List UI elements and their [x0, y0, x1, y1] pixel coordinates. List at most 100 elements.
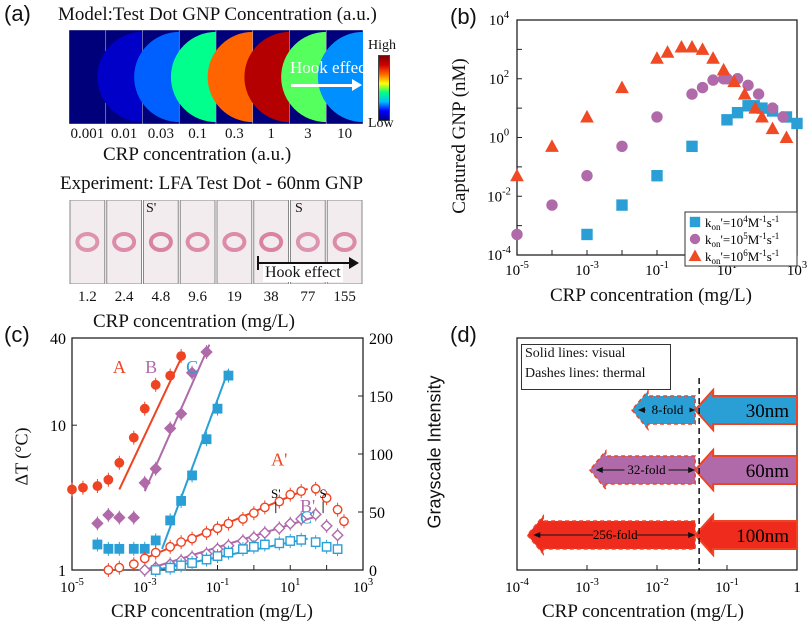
- b-legend-marker-2: [688, 249, 702, 261]
- exp-tick-3: 9.6: [188, 289, 207, 305]
- d-fold-bg-2: [593, 526, 638, 542]
- d-fold-head-right-0: [688, 407, 696, 413]
- c-series-2-point-5: [150, 535, 161, 546]
- experiment-title: Experiment: LFA Test Dot - 60nm GNP: [60, 173, 364, 194]
- b-series-0-point-3: [686, 140, 698, 153]
- c-series-4-point-13: [295, 512, 308, 526]
- b-xtick-0: 10-5: [505, 260, 529, 279]
- b-series-2-point-10: [716, 62, 731, 76]
- b-series-2-point-8: [695, 42, 710, 55]
- c-ytick-right-0: 0: [369, 563, 377, 580]
- c-series-3-point-11: [238, 514, 248, 524]
- model-tick-6: 3: [304, 126, 312, 142]
- colorbar-high-label: High: [368, 38, 396, 53]
- experiment-strip: [69, 200, 363, 284]
- b-series-0-point-2: [651, 170, 663, 182]
- c-series-2-fit: [161, 369, 230, 550]
- b-ytick-3: 102: [489, 69, 509, 88]
- c-series-3-point-7: [187, 533, 197, 544]
- c-xtick-4: 103: [353, 577, 373, 596]
- exp-dot-2: [148, 232, 173, 252]
- b-series-2-point-15: [765, 121, 780, 135]
- c-series-3-point-17: [310, 483, 321, 494]
- c-ytick-left-0: 1: [58, 563, 66, 580]
- model-tick-4: 0.3: [225, 126, 244, 142]
- c-series-1-point-6: [163, 422, 177, 435]
- c-series-4-point-3: [174, 554, 188, 567]
- panel-a-label: (a): [4, 1, 31, 26]
- model-heatmap: [69, 30, 363, 124]
- c-series-3-point-13: [259, 502, 270, 513]
- c-series-2-point-3: [128, 543, 139, 554]
- exp-mark-s: S: [295, 201, 303, 216]
- d-bar-thermal-2: [526, 513, 696, 557]
- b-series-1-point-3: [616, 140, 628, 153]
- exp-tick-5: 38: [263, 289, 279, 305]
- c-series-3-fit: [144, 487, 308, 560]
- d-fold-bg-0: [645, 401, 690, 417]
- exp-tick-4: 19: [226, 289, 242, 305]
- c-series-4-point-8: [236, 534, 250, 548]
- c-series-1-point-5: [149, 462, 162, 475]
- d-xtick-4: 1: [793, 580, 801, 596]
- c-series-3-point-19: [332, 504, 343, 515]
- exp-hook-tick: [257, 256, 259, 270]
- colorbar: [378, 55, 390, 121]
- d-fold-head-left-0: [637, 407, 645, 413]
- b-series-1-point-4: [651, 111, 663, 123]
- b-series-2-point-5: [660, 45, 675, 58]
- b-series-1-point-5: [686, 88, 698, 100]
- b-xtick-2: 10-1: [645, 260, 669, 279]
- b-ytick-0: 10-4: [487, 245, 511, 264]
- d-bar-label-1: 60nm: [746, 461, 790, 482]
- b-ylabel: Captured GNP (nM): [449, 58, 470, 214]
- c-series-0-point-4: [114, 457, 125, 468]
- c-series-5-point-14: [321, 541, 332, 552]
- c-series-5-point-3: [187, 558, 197, 568]
- c-series-4-fit: [144, 515, 316, 571]
- c-ytick-right-3: 150: [369, 389, 393, 406]
- b-series-1-point-2: [581, 170, 593, 182]
- model-tick-2: 0.03: [147, 126, 174, 142]
- c-series-5-point-13: [310, 537, 321, 548]
- c-series-3-point-10: [223, 518, 234, 529]
- c-series-5-point-1: [165, 562, 176, 573]
- b-series-1-point-0: [511, 228, 523, 241]
- b-series-2-point-6: [674, 40, 689, 53]
- b-xtick-4: 103: [787, 260, 807, 279]
- c-series-0-point-1: [78, 482, 88, 493]
- b-frame: [516, 19, 798, 256]
- c-series-3-point-14: [274, 496, 285, 507]
- b-series-0-point-6: [742, 100, 754, 112]
- exp-hook-label: Hook effect: [263, 264, 343, 282]
- b-series-2-point-11: [727, 74, 741, 88]
- model-tick-7: 10: [337, 126, 353, 142]
- c-series-0-point-2: [92, 481, 103, 491]
- c-series-0-fit: [118, 351, 185, 490]
- c-series-5-label: C': [300, 508, 315, 528]
- c-series-4-point-16: [331, 529, 344, 542]
- exp-mark-s-prime: S': [146, 201, 157, 216]
- c-series-0-point-6: [139, 403, 150, 414]
- c-series-4-point-2: [163, 558, 177, 571]
- b-series-1-point-6: [696, 81, 709, 94]
- b-series-2-point-1: [545, 139, 559, 152]
- model-cell-dot-1: [97, 31, 143, 123]
- c-series-3-point-2: [128, 559, 139, 570]
- c-series-5-fit: [155, 537, 308, 571]
- c-series-5-point-0: [150, 565, 161, 575]
- c-series-1-point-3: [127, 511, 140, 524]
- exp-tick-2: 4.8: [151, 289, 171, 305]
- b-series-2-point-14: [755, 109, 769, 123]
- b-ytick-1: 10-2: [487, 186, 511, 205]
- b-series-2-point-7: [685, 40, 699, 53]
- b-series-1-point-7: [707, 74, 719, 86]
- c-series-3-point-18: [321, 493, 332, 503]
- model-cell-dot-6: [281, 31, 327, 123]
- model-cell-dot-4: [207, 31, 253, 123]
- d-fold-bg-1: [624, 461, 669, 477]
- c-series-1-point-4: [138, 476, 151, 490]
- c-series-3-point-1: [114, 562, 125, 573]
- c-series-4-point-1: [149, 561, 162, 574]
- c-series-4-point-5: [200, 547, 213, 560]
